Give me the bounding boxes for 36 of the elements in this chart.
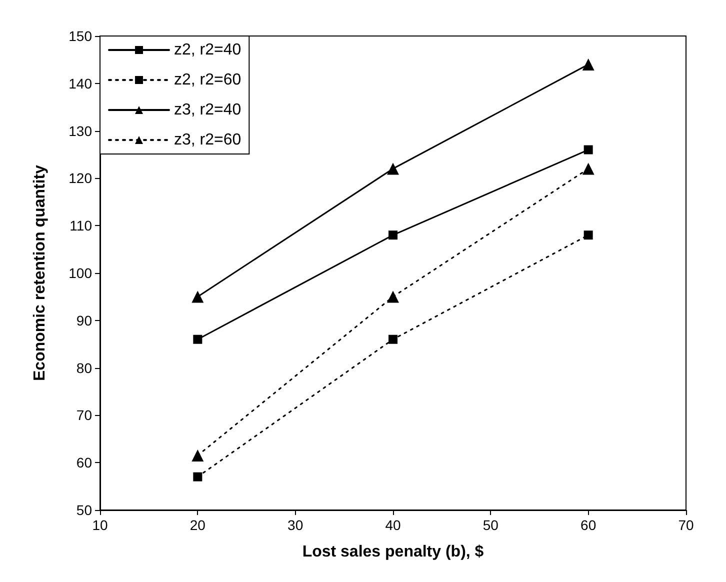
x-tick-label: 60 <box>580 517 596 533</box>
legend-label: z3, r2=60 <box>174 132 242 148</box>
legend-label: z2, r2=40 <box>174 42 242 58</box>
y-tick-label: 140 <box>68 75 92 92</box>
x-tick-label: 70 <box>678 517 694 533</box>
x-tick-label: 30 <box>288 517 304 533</box>
point <box>192 449 204 462</box>
y-tick-label: 110 <box>70 218 92 234</box>
point <box>387 290 399 303</box>
legend-label: z3, r2=40 <box>174 102 242 118</box>
x-tick-label: 10 <box>92 517 108 533</box>
x-tick-label: 40 <box>385 517 401 533</box>
point <box>388 230 398 240</box>
point <box>192 290 204 303</box>
legend-label: z2, r2=60 <box>174 72 242 88</box>
point <box>193 472 202 482</box>
y-tick-label: 120 <box>68 170 92 186</box>
y-tick-label: 50 <box>76 502 92 518</box>
x-axis-title: Lost sales penalty (b), $ <box>302 544 484 560</box>
point <box>388 334 398 344</box>
point <box>387 162 399 175</box>
point <box>582 58 594 70</box>
y-tick-label: 130 <box>68 122 92 139</box>
point <box>193 334 202 344</box>
x-tick-label: 20 <box>190 517 206 533</box>
point <box>582 162 594 175</box>
y-tick-label: 90 <box>76 312 92 328</box>
point <box>584 145 593 154</box>
point <box>584 230 593 240</box>
y-tick-label: 100 <box>68 265 92 281</box>
x-tick-label: 50 <box>482 517 499 533</box>
y-tick-label: 60 <box>76 454 92 471</box>
y-tick-label: 80 <box>76 360 92 376</box>
y-tick-label: 150 <box>68 28 92 44</box>
y-tick-label: 70 <box>76 407 92 424</box>
y-axis-title: Economic retention quantity <box>32 164 48 382</box>
